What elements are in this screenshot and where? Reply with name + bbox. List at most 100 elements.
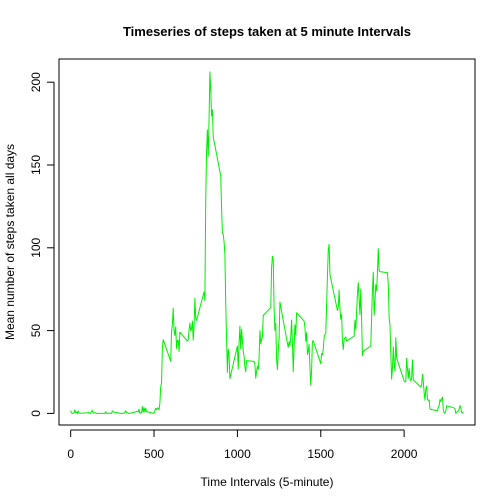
data-point <box>154 410 155 411</box>
data-point <box>142 406 143 407</box>
data-point <box>170 361 171 362</box>
data-point <box>390 353 391 354</box>
data-point <box>404 380 405 381</box>
data-point <box>212 109 213 110</box>
data-point <box>345 336 346 337</box>
x-tick-label: 1000 <box>224 447 251 461</box>
data-point <box>325 333 326 334</box>
data-point <box>371 317 372 318</box>
data-point <box>277 369 278 370</box>
data-point <box>308 351 309 352</box>
data-point <box>288 341 289 342</box>
data-point <box>77 413 78 414</box>
data-point <box>278 338 279 339</box>
data-point <box>229 378 230 379</box>
data-point <box>228 349 229 350</box>
data-point <box>270 307 271 308</box>
data-point <box>355 329 356 330</box>
data-point <box>362 355 363 356</box>
data-point <box>387 272 388 273</box>
data-point <box>253 361 254 362</box>
data-point <box>161 383 162 384</box>
data-point <box>156 409 157 410</box>
data-point <box>272 256 273 257</box>
data-point <box>438 407 439 408</box>
data-point <box>178 340 179 341</box>
data-point <box>160 386 161 387</box>
data-point <box>356 311 357 312</box>
chart-title: Timeseries of steps taken at 5 minute In… <box>123 24 411 39</box>
data-point <box>258 357 259 358</box>
data-point <box>91 411 92 412</box>
data-point <box>321 353 322 354</box>
data-point <box>394 371 395 372</box>
data-point <box>143 407 144 408</box>
data-point <box>104 413 105 414</box>
data-point <box>274 330 275 331</box>
data-point <box>439 399 440 400</box>
data-point <box>221 207 222 208</box>
data-point <box>206 152 207 153</box>
data-point <box>226 338 227 339</box>
data-point <box>388 284 389 285</box>
x-tick-label: 2000 <box>391 447 418 461</box>
data-point <box>254 364 255 365</box>
data-point <box>255 378 256 379</box>
data-point <box>359 299 360 300</box>
data-point <box>159 403 160 404</box>
data-point <box>363 351 364 352</box>
data-point <box>205 199 206 200</box>
data-point <box>171 331 172 332</box>
data-point <box>238 343 239 344</box>
data-point <box>320 363 321 364</box>
data-point <box>79 413 80 414</box>
data-point <box>305 341 306 342</box>
data-point <box>227 372 228 373</box>
data-point <box>178 351 179 352</box>
y-tick-label: 100 <box>29 237 43 257</box>
data-point <box>289 345 290 346</box>
data-point <box>70 410 71 411</box>
data-point <box>155 408 156 409</box>
data-point <box>462 412 463 413</box>
data-point <box>357 292 358 293</box>
data-point <box>203 291 204 292</box>
data-point <box>143 412 144 413</box>
data-point <box>343 349 344 350</box>
data-point <box>425 388 426 389</box>
data-point <box>310 384 311 385</box>
data-point <box>346 340 347 341</box>
data-point <box>327 276 328 277</box>
data-point <box>421 384 422 385</box>
data-point <box>174 335 175 336</box>
data-point <box>424 392 425 393</box>
data-point <box>175 326 176 327</box>
data-point <box>240 348 241 349</box>
x-tick-label: 500 <box>144 447 164 461</box>
data-point <box>138 409 139 410</box>
data-point <box>246 360 247 361</box>
data-point <box>207 129 208 130</box>
data-point <box>211 115 212 116</box>
data-point <box>193 326 194 327</box>
data-point <box>410 381 411 382</box>
data-point <box>307 354 308 355</box>
data-point <box>377 272 378 273</box>
data-point <box>339 308 340 309</box>
data-point <box>204 300 205 301</box>
data-point <box>389 317 390 318</box>
data-point <box>105 411 106 412</box>
data-point <box>138 411 139 412</box>
y-axis-label: Mean number of steps taken all days <box>3 144 17 340</box>
data-point <box>279 301 280 302</box>
data-point <box>262 337 263 338</box>
x-tick-label: 1500 <box>307 447 334 461</box>
data-point <box>113 411 114 412</box>
plot-frame <box>58 58 476 426</box>
y-axis: 0 50 100 150 200 <box>29 72 55 417</box>
data-point <box>358 282 359 283</box>
data-point <box>73 413 74 414</box>
data-point <box>173 330 174 331</box>
data-point <box>441 398 442 399</box>
